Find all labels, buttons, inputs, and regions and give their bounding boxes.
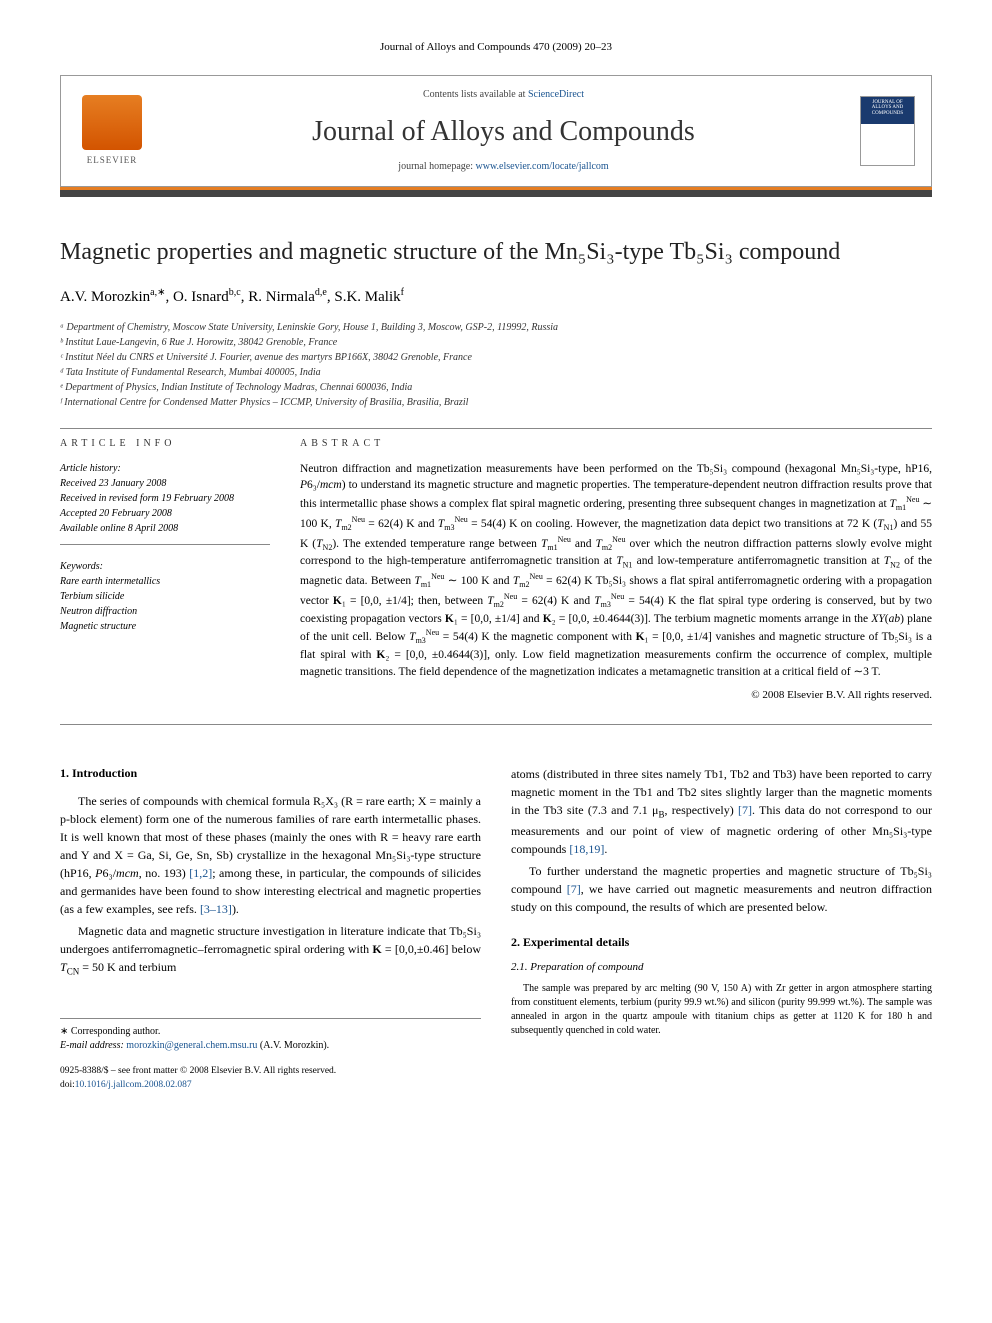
doi-line: doi:10.1016/j.jallcom.2008.02.087 xyxy=(60,1079,481,1092)
running-head: Journal of Alloys and Compounds 470 (200… xyxy=(60,40,932,55)
body-paragraph-small: The sample was prepared by arc melting (… xyxy=(511,982,932,1038)
abstract-col: ABSTRACT Neutron diffraction and magneti… xyxy=(300,437,932,704)
cover-label: JOURNAL OF ALLOYS AND COMPOUNDS xyxy=(864,100,911,117)
affiliation: ᶠ International Centre for Condensed Mat… xyxy=(60,395,932,410)
affiliation: ᵈ Tata Institute of Fundamental Research… xyxy=(60,365,932,380)
copyright-line: © 2008 Elsevier B.V. All rights reserved… xyxy=(300,688,932,703)
elsevier-tree-icon xyxy=(82,95,142,150)
keyword: Neutron diffraction xyxy=(60,604,270,619)
masthead-center: Contents lists available at ScienceDirec… xyxy=(163,88,844,173)
homepage-line: journal homepage: www.elsevier.com/locat… xyxy=(163,160,844,174)
rule xyxy=(60,428,932,429)
front-matter: 0925-8388/$ – see front matter © 2008 El… xyxy=(60,1065,481,1092)
homepage-link[interactable]: www.elsevier.com/locate/jallcom xyxy=(476,161,609,172)
keyword: Magnetic structure xyxy=(60,619,270,634)
body-paragraph: Magnetic data and magnetic structure inv… xyxy=(60,922,481,979)
front-matter-line: 0925-8388/$ – see front matter © 2008 El… xyxy=(60,1065,481,1078)
history-line: Available online 8 April 2008 xyxy=(60,521,270,536)
affiliations: ᵃ Department of Chemistry, Moscow State … xyxy=(60,320,932,410)
footnote-block: ∗ Corresponding author. E-mail address: … xyxy=(60,1018,481,1053)
contents-list-line: Contents lists available at ScienceDirec… xyxy=(163,88,844,102)
affiliation: ᵉ Department of Physics, Indian Institut… xyxy=(60,380,932,395)
article-info-head: ARTICLE INFO xyxy=(60,437,270,451)
left-column: 1. Introduction The series of compounds … xyxy=(60,765,481,1092)
corresponding-author: ∗ Corresponding author. xyxy=(60,1025,481,1039)
masthead: ELSEVIER Contents lists available at Sci… xyxy=(60,75,932,186)
homepage-prefix: journal homepage: xyxy=(398,161,475,172)
doi-link[interactable]: 10.1016/j.jallcom.2008.02.087 xyxy=(75,1080,192,1090)
keyword: Rare earth intermetallics xyxy=(60,574,270,589)
abstract-text: Neutron diffraction and magnetization me… xyxy=(300,461,932,681)
history-block: Article history: Received 23 January 200… xyxy=(60,461,270,536)
keywords-block: Keywords: Rare earth intermetallics Terb… xyxy=(60,559,270,634)
email-name: (A.V. Morozkin). xyxy=(257,1040,329,1051)
article-title: Magnetic properties and magnetic structu… xyxy=(60,237,932,268)
section-head-intro: 1. Introduction xyxy=(60,765,481,782)
journal-cover-thumb: JOURNAL OF ALLOYS AND COMPOUNDS xyxy=(860,96,915,166)
email-label: E-mail address: xyxy=(60,1040,126,1051)
keyword: Terbium silicide xyxy=(60,589,270,604)
info-abstract-row: ARTICLE INFO Article history: Received 2… xyxy=(60,437,932,704)
rule xyxy=(60,544,270,545)
email-link[interactable]: morozkin@general.chem.msu.ru xyxy=(126,1040,257,1051)
affiliation: ᵇ Institut Laue-Langevin, 6 Rue J. Horow… xyxy=(60,335,932,350)
elsevier-logo: ELSEVIER xyxy=(77,91,147,171)
history-line: Received 23 January 2008 xyxy=(60,476,270,491)
history-line: Accepted 20 February 2008 xyxy=(60,506,270,521)
section-head-experimental: 2. Experimental details xyxy=(511,934,932,951)
contents-prefix: Contents lists available at xyxy=(423,89,528,100)
body-paragraph: The series of compounds with chemical fo… xyxy=(60,792,481,918)
keywords-label: Keywords: xyxy=(60,559,270,574)
body-paragraph: atoms (distributed in three sites namely… xyxy=(511,765,932,858)
affiliation: ᵃ Department of Chemistry, Moscow State … xyxy=(60,320,932,335)
affiliation: ᶜ Institut Néel du CNRS et Université J.… xyxy=(60,350,932,365)
sciencedirect-link[interactable]: ScienceDirect xyxy=(528,89,584,100)
body-paragraph: To further understand the magnetic prope… xyxy=(511,862,932,916)
body-columns: 1. Introduction The series of compounds … xyxy=(60,765,932,1092)
history-line: Received in revised form 19 February 200… xyxy=(60,491,270,506)
history-label: Article history: xyxy=(60,461,270,476)
right-column: atoms (distributed in three sites namely… xyxy=(511,765,932,1092)
journal-name: Journal of Alloys and Compounds xyxy=(163,112,844,151)
abstract-head: ABSTRACT xyxy=(300,437,932,451)
elsevier-label: ELSEVIER xyxy=(87,154,138,167)
accent-bar xyxy=(60,187,932,197)
subsection-head-prep: 2.1. Preparation of compound xyxy=(511,960,932,975)
rule xyxy=(60,724,932,725)
authors: A.V. Morozkina,∗, O. Isnardb,c, R. Nirma… xyxy=(60,286,932,308)
email-line: E-mail address: morozkin@general.chem.ms… xyxy=(60,1039,481,1053)
article-info: ARTICLE INFO Article history: Received 2… xyxy=(60,437,270,704)
doi-prefix: doi: xyxy=(60,1080,75,1090)
